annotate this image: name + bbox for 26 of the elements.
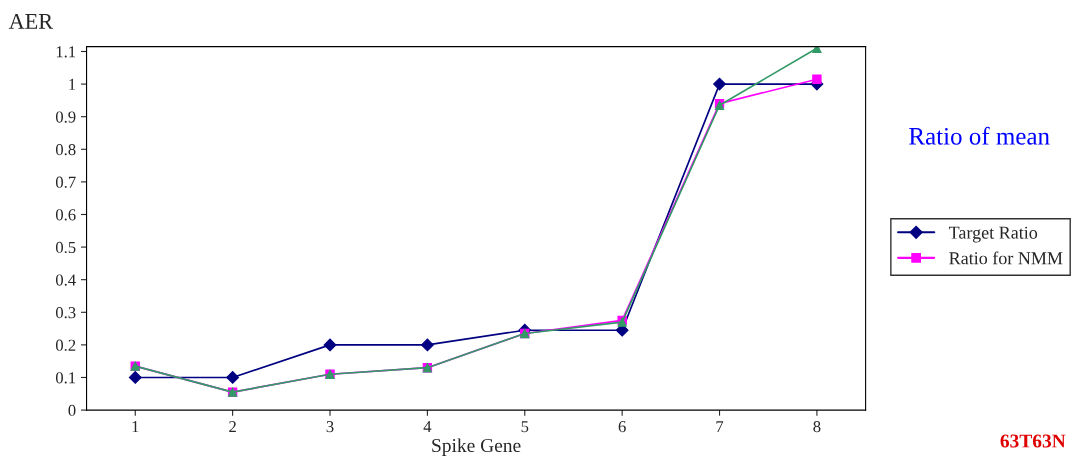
y-tick-label: 0.1 <box>55 372 76 384</box>
y-tick-label: 0.5 <box>55 241 76 254</box>
y-tick-label: 0.2 <box>55 339 76 351</box>
y-tick-label: 0 <box>68 404 76 417</box>
x-tick-label: 4 <box>423 421 432 433</box>
x-tick-label: 8 <box>813 420 821 433</box>
x-tick-label: 2 <box>229 421 236 433</box>
x-tick-label: 7 <box>716 421 724 433</box>
x-tick-label: 6 <box>618 421 626 433</box>
x-tick-label: 3 <box>326 421 334 433</box>
text: 63T63N <box>1000 434 1066 448</box>
y-tick-label: 0.7 <box>55 176 76 188</box>
x-axis-title: Spike Gene <box>432 438 521 457</box>
y-axis-title: AER <box>8 13 54 29</box>
y-tick-label: 0.6 <box>55 209 76 221</box>
y-tick-label: 1.1 <box>56 46 76 58</box>
x-tick-label: 5 <box>521 421 529 433</box>
x-tick-label: 1 <box>132 421 139 433</box>
legend-label: Target Ratio <box>948 226 1038 243</box>
legend-label: Ratio for NMM <box>949 251 1063 265</box>
y-tick-label: 0.9 <box>55 111 76 123</box>
y-tick-label: 0.4 <box>55 274 76 286</box>
y-tick-label: 0.8 <box>55 143 76 156</box>
y-tick-label: 0.3 <box>55 306 76 319</box>
y-tick-label: 1 <box>69 78 76 90</box>
legend-title: Ratio of mean <box>909 126 1050 145</box>
